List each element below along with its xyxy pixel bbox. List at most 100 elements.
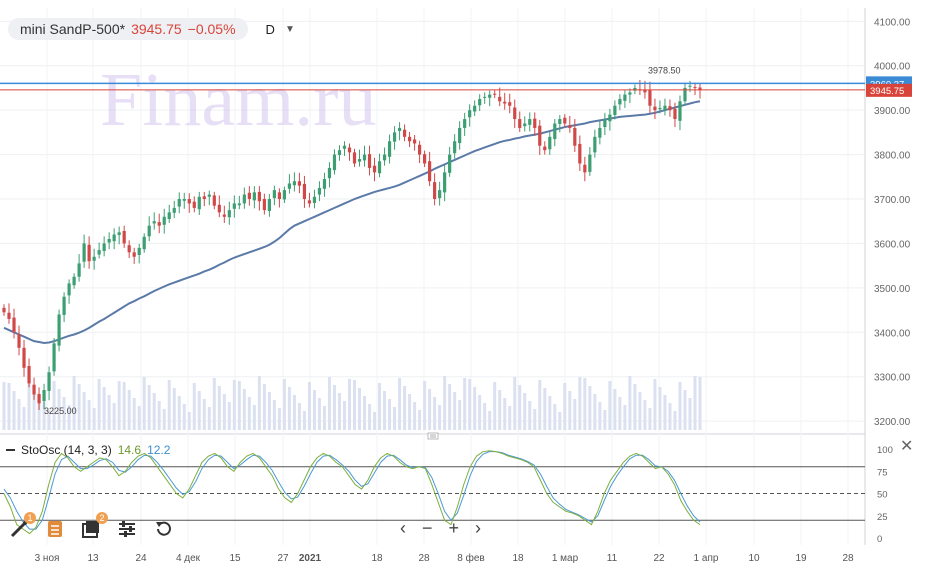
- time-tick-label: 10: [748, 553, 760, 564]
- volume-bar: [548, 396, 552, 430]
- candle-body: [613, 105, 617, 116]
- notes-button[interactable]: [44, 518, 66, 540]
- volume-bar: [212, 378, 216, 430]
- volume-bar: [593, 394, 597, 430]
- candle-body: [548, 136, 552, 150]
- volume-bar: [207, 407, 211, 430]
- candle-body: [132, 252, 136, 257]
- volume-bar: [12, 391, 16, 430]
- candle-body: [302, 183, 307, 200]
- close-indicator-icon[interactable]: ✕: [900, 438, 914, 455]
- volume-bar: [92, 408, 96, 430]
- candle-body: [222, 214, 226, 217]
- candle-body: [583, 164, 587, 173]
- candle-body: [573, 127, 577, 146]
- candle-body: [643, 89, 647, 93]
- candle-body: [498, 96, 502, 102]
- candle-body: [77, 263, 81, 277]
- volume-bar: [448, 384, 452, 430]
- candle-body: [227, 210, 231, 218]
- layout-button[interactable]: 2: [80, 512, 108, 540]
- candle-body: [593, 136, 597, 153]
- scroll-right-icon[interactable]: ›: [475, 518, 482, 538]
- candle-body: [397, 127, 402, 132]
- volume-bar: [553, 404, 557, 430]
- timeframe-label[interactable]: D: [265, 21, 275, 37]
- undo-button[interactable]: [152, 518, 174, 540]
- chart-header: mini SandP-500* 3945.75 −0.05% D ▼: [8, 16, 295, 42]
- candle-body: [357, 159, 362, 162]
- candle-body: [402, 129, 407, 137]
- candle-body: [182, 199, 186, 201]
- volume-bar: [403, 386, 407, 430]
- volume-bar: [588, 386, 592, 430]
- volume-bar: [37, 394, 41, 430]
- collapse-icon[interactable]: [6, 449, 15, 451]
- price-axis[interactable]: 4100.00 4000.00 3900.00 3800.00 3700.00 3600.…: [874, 17, 911, 428]
- candle-body: [97, 250, 101, 255]
- panel-resize-handle[interactable]: [427, 432, 439, 440]
- candle-body: [147, 225, 151, 237]
- volume-bar: [458, 400, 462, 430]
- scroll-left-icon[interactable]: ‹: [400, 518, 406, 538]
- volume-bar: [388, 399, 392, 430]
- time-tick-label: 18: [371, 553, 383, 564]
- price-tick-label: 3600.00: [874, 239, 911, 250]
- price-tick-label: 4000.00: [874, 62, 911, 73]
- chart-toolbar: 1 2: [8, 512, 174, 540]
- candle-body: [387, 141, 392, 157]
- candle-body: [608, 114, 612, 122]
- candle-body: [92, 256, 96, 261]
- candle-body: [433, 182, 437, 200]
- draw-tool-button[interactable]: 1: [8, 512, 36, 540]
- candle-body: [287, 183, 292, 189]
- volume-bar: [172, 388, 176, 430]
- volume-bar: [82, 392, 86, 430]
- price-tick-label: 4100.00: [874, 17, 911, 28]
- candle-body: [372, 165, 377, 173]
- volume-bar: [488, 411, 492, 430]
- time-tick-label: 3 ноя: [35, 553, 60, 564]
- volume-bar: [663, 395, 667, 430]
- candle-body: [27, 366, 31, 384]
- candle-body: [543, 146, 547, 151]
- price-tick-label: 3500.00: [874, 284, 911, 295]
- candle-body: [513, 107, 517, 120]
- candle-body: [407, 136, 412, 142]
- volume-bar: [668, 403, 672, 430]
- min-price-annotation: 3225.00: [44, 406, 77, 416]
- volume-bar: [688, 398, 692, 430]
- zoom-out-icon[interactable]: −: [422, 518, 433, 538]
- volume-bar: [97, 379, 101, 430]
- volume-bar: [453, 392, 457, 430]
- candle-body: [362, 154, 367, 161]
- time-axis[interactable]: 3 ноя 13 24 4 дек 15 27 2021 18 28 8 фев 18 1 мар 11…: [35, 552, 854, 564]
- volume-bar: [252, 405, 256, 430]
- volume-bar: [583, 378, 587, 430]
- candle-body: [678, 101, 682, 121]
- stochastic-tick-label: 0: [877, 534, 882, 545]
- candle-body: [57, 314, 61, 346]
- symbol-selector[interactable]: mini SandP-500* 3945.75 −0.05%: [8, 18, 248, 40]
- volume-bar: [277, 408, 281, 430]
- last-price-tag-text: 3945.75: [870, 86, 904, 97]
- candle-body: [252, 192, 256, 201]
- candle-body: [32, 384, 36, 395]
- candle-body: [277, 192, 281, 200]
- settings-button[interactable]: [116, 518, 138, 540]
- volume-bar: [202, 399, 206, 430]
- volume-bar: [152, 393, 156, 430]
- candle-body: [503, 101, 507, 104]
- volume-bar: [383, 391, 387, 430]
- time-tick-label: 1 апр: [694, 553, 719, 564]
- moving-average-line: [3, 100, 701, 344]
- volume-bar: [438, 405, 442, 430]
- volume-bar: [513, 377, 517, 430]
- candle-body: [87, 244, 91, 262]
- volume-bar: [408, 394, 412, 430]
- volume-bar: [358, 388, 362, 430]
- timeframe-dropdown-icon[interactable]: ▼: [284, 23, 295, 35]
- zoom-in-icon[interactable]: +: [448, 518, 460, 538]
- volume-bar: [463, 378, 467, 430]
- navigation-controls: ‹ − + ›: [400, 518, 481, 539]
